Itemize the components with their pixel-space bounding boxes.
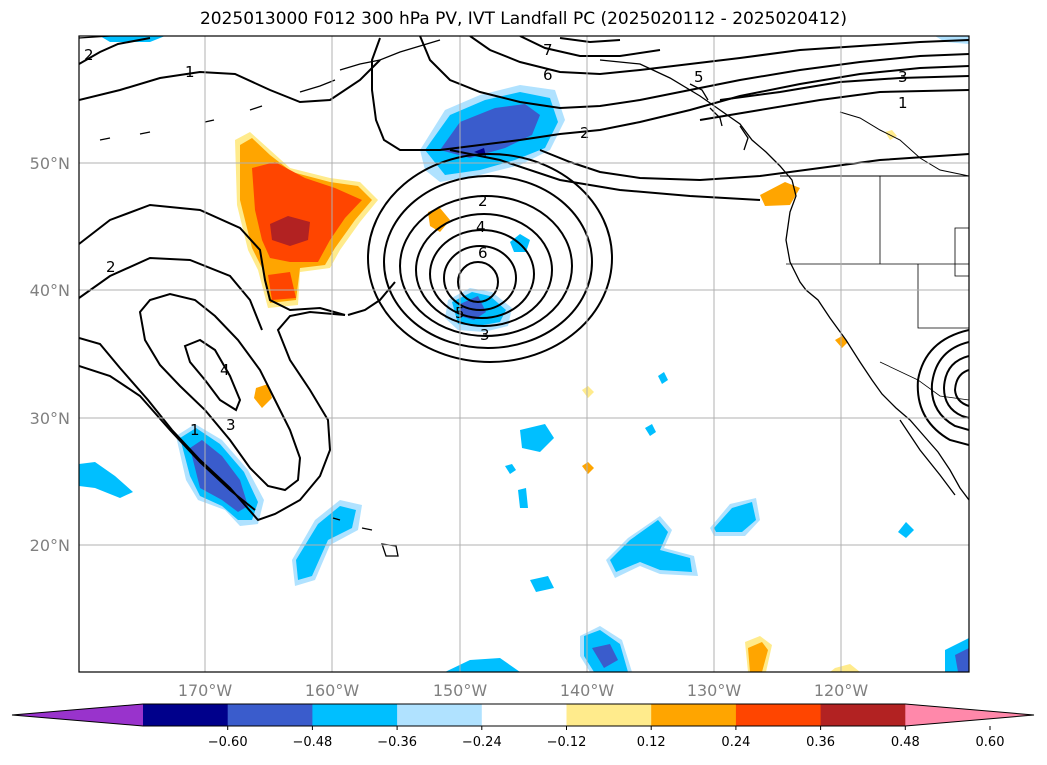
- colorbar-segment: [651, 704, 737, 726]
- colorbar-segment: [143, 704, 229, 726]
- colorbar-tick-label: −0.60: [208, 735, 248, 750]
- lon-labels: 170°W 160°W 150°W 140°W 130°W 120°W: [178, 681, 869, 700]
- coastlines: [79, 36, 969, 557]
- colorbar-extend-min: [12, 704, 143, 726]
- contour-label: 4: [220, 361, 230, 379]
- contour-label: 3: [480, 326, 490, 344]
- colorbar-outline: [11, 703, 1035, 727]
- contour-label: 2: [84, 46, 94, 64]
- colorbar-extend-max: [905, 704, 1034, 726]
- contour-label: 6: [478, 244, 488, 262]
- gridlines: [79, 36, 969, 672]
- shaded-field: [79, 36, 969, 672]
- lon-label: 160°W: [305, 681, 360, 700]
- colorbar-segment: [735, 704, 822, 726]
- lon-label: 170°W: [178, 681, 233, 700]
- colorbar-tick-label: 0.12: [637, 735, 666, 750]
- lon-label: 130°W: [687, 681, 742, 700]
- lat-label: 30°N: [30, 409, 70, 428]
- colorbar-segment: [397, 704, 483, 726]
- lat-label: 20°N: [30, 536, 70, 555]
- contour-label: 1: [898, 94, 908, 112]
- colorbar-tick-label: 0.36: [806, 735, 835, 750]
- contour-label: 1: [185, 63, 195, 81]
- colorbar-tick-label: 0.48: [891, 735, 920, 750]
- contour-label: 5: [694, 68, 704, 86]
- lon-label: 120°W: [814, 681, 869, 700]
- lat-labels: 50°N 40°N 30°N 20°N: [30, 154, 70, 555]
- contour-label: 4: [476, 218, 486, 236]
- lat-label: 50°N: [30, 154, 70, 173]
- contour-label: 1: [190, 421, 200, 439]
- colorbar-tick-label: 0.60: [976, 735, 1005, 750]
- contour-label: 2: [580, 124, 590, 142]
- colorbar-tick-label: 0.24: [721, 735, 750, 750]
- lon-label: 150°W: [433, 681, 488, 700]
- colorbar-tick-label: −0.24: [462, 735, 502, 750]
- contour-label: 2: [478, 192, 488, 210]
- colorbar-segment: [227, 704, 313, 726]
- contour-label: 3: [226, 416, 236, 434]
- contour-label: 7: [543, 41, 553, 59]
- contours: [79, 36, 969, 522]
- contour-label: 2: [106, 258, 116, 276]
- colorbar: −0.60 −0.48 −0.36 −0.24 −0.12 0.12 0.24 0.36 0.4…: [11, 703, 1035, 750]
- colorbar-segment: [820, 704, 906, 726]
- map-frame: [78, 35, 970, 673]
- colorbar-tick-label: −0.36: [377, 735, 417, 750]
- colorbar-tick-label: −0.48: [292, 735, 332, 750]
- colorbar-tick-label: −0.12: [547, 735, 587, 750]
- lat-label: 40°N: [30, 281, 70, 300]
- colorbar-segment: [312, 704, 398, 726]
- colorbar-segment: [566, 704, 652, 726]
- map-title: 2025013000 F012 300 hPa PV, IVT Landfall…: [199, 9, 847, 29]
- contour-label: 3: [898, 68, 908, 86]
- lon-label: 140°W: [560, 681, 615, 700]
- contour-label: 6: [543, 66, 553, 84]
- colorbar-segment: [481, 704, 567, 726]
